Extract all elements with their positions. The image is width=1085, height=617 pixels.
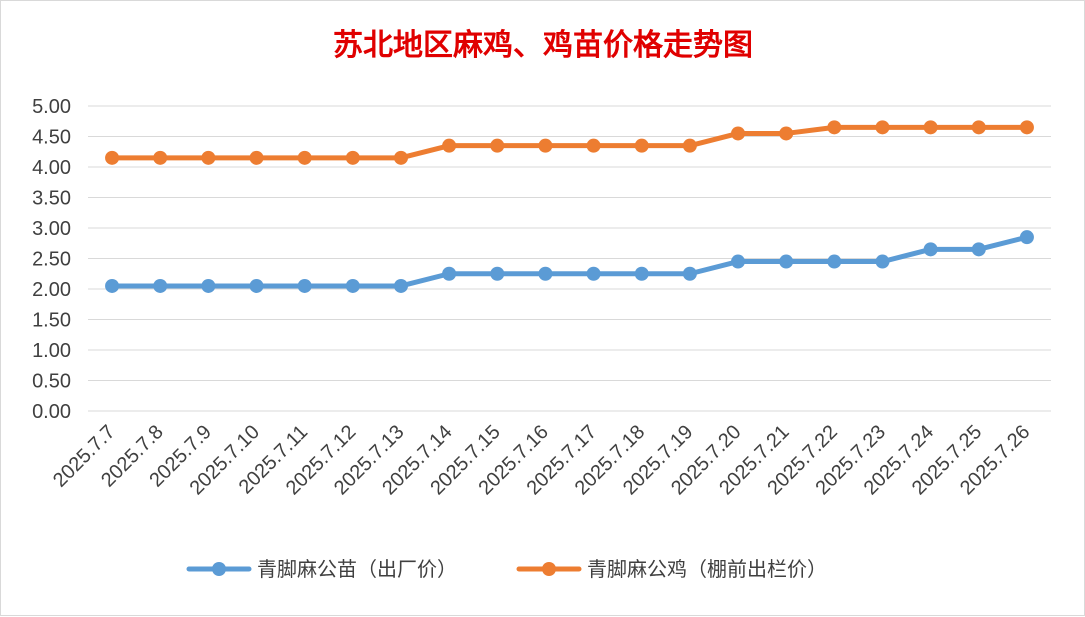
data-point <box>153 150 168 165</box>
data-point <box>634 266 649 281</box>
data-point <box>682 266 697 281</box>
data-point <box>1019 120 1034 135</box>
data-point <box>442 266 457 281</box>
data-point <box>105 278 120 293</box>
data-point <box>201 278 216 293</box>
y-tick-label: 1.50 <box>32 310 71 332</box>
y-tick-label: 3.00 <box>32 218 71 240</box>
data-point <box>731 254 746 269</box>
data-point <box>393 278 408 293</box>
data-point <box>682 138 697 153</box>
data-point <box>731 126 746 141</box>
data-point <box>297 150 312 165</box>
data-point <box>538 266 553 281</box>
y-tick-label: 3.50 <box>32 188 71 210</box>
data-point <box>634 138 649 153</box>
data-point <box>827 254 842 269</box>
legend: 青脚麻公苗（出厂价） 青脚麻公鸡（棚前出栏价） <box>186 557 827 581</box>
y-tick-label: 5.00 <box>32 96 71 118</box>
data-point <box>779 126 794 141</box>
gridlines <box>88 105 1051 412</box>
y-tick-label: 2.00 <box>32 279 71 301</box>
data-point <box>586 266 601 281</box>
data-point <box>201 150 216 165</box>
data-point <box>153 278 168 293</box>
data-point <box>105 150 120 165</box>
data-point <box>538 138 553 153</box>
y-tick-label: 2.50 <box>32 249 71 271</box>
series-lines <box>105 120 1034 293</box>
data-point <box>875 254 890 269</box>
legend-marker <box>212 562 226 576</box>
y-axis-tick-labels: 0.00 0.50 1.00 1.50 2.00 2.50 3.00 3.50 4.00 4.50… <box>32 96 71 423</box>
data-point <box>249 150 264 165</box>
data-point <box>971 242 986 257</box>
series-line-1 <box>109 124 1030 161</box>
data-point <box>345 150 360 165</box>
data-point <box>442 138 457 153</box>
y-tick-label: 4.50 <box>32 127 71 149</box>
data-point <box>923 242 938 257</box>
y-tick-label: 0.00 <box>32 401 71 423</box>
data-point <box>875 120 890 135</box>
chart-title: 苏北地区麻鸡、鸡苗价格走势图 <box>333 28 753 63</box>
series-line-0 <box>109 234 1030 289</box>
data-point <box>490 138 505 153</box>
y-tick-label: 1.00 <box>32 340 71 362</box>
data-point <box>586 138 601 153</box>
y-tick-label: 4.00 <box>32 157 71 179</box>
legend-label: 青脚麻公鸡（棚前出栏价） <box>587 557 827 581</box>
data-point <box>249 278 264 293</box>
data-point <box>345 278 360 293</box>
data-point <box>1019 230 1034 245</box>
data-point <box>297 278 312 293</box>
data-point <box>779 254 794 269</box>
data-point <box>971 120 986 135</box>
data-point <box>490 266 505 281</box>
legend-marker <box>542 562 556 576</box>
data-point <box>923 120 938 135</box>
y-tick-label: 0.50 <box>32 371 71 393</box>
data-point <box>827 120 842 135</box>
legend-label: 青脚麻公苗（出厂价） <box>257 557 457 581</box>
x-axis-tick-labels: 2025.7.72025.7.82025.7.92025.7.102025.7.… <box>49 421 1034 499</box>
data-point <box>393 150 408 165</box>
